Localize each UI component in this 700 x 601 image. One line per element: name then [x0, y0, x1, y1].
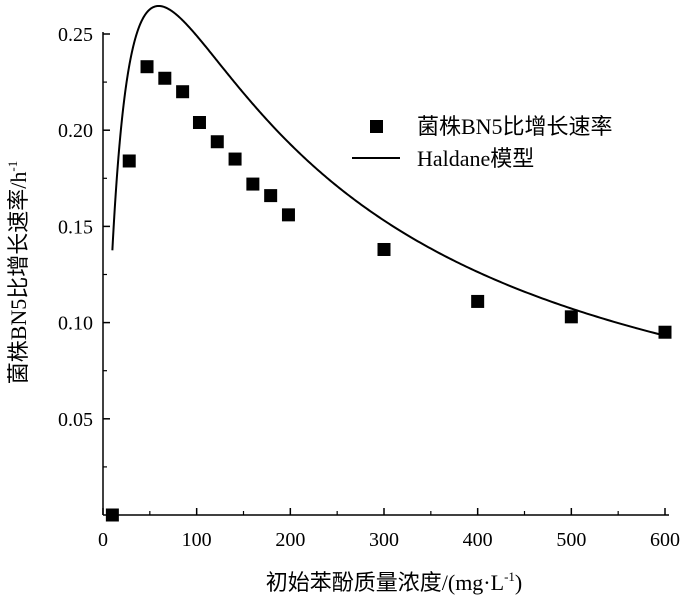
data-point-14	[658, 325, 672, 339]
data-point-1	[122, 154, 136, 168]
x-tick-label: 500	[556, 529, 586, 551]
data-point-10	[281, 208, 295, 222]
y-axis-title-sup: -1	[5, 161, 20, 172]
curve-layer	[111, 4, 666, 337]
data-point-0	[105, 508, 119, 522]
x-axis-title: 初始苯酚质量浓度/(mg·L-1)	[266, 569, 523, 595]
x-tick-label: 300	[369, 529, 399, 551]
x-tick-label: 200	[275, 529, 305, 551]
data-point-3	[158, 71, 172, 85]
x-tick-label: 400	[463, 529, 493, 551]
x-tick-label: 0	[98, 529, 108, 551]
legend-label-haldane: Haldane模型	[417, 146, 534, 171]
data-point-6	[210, 135, 224, 149]
y-tick-label: 0.05	[58, 409, 93, 431]
data-point-2	[140, 60, 154, 74]
data-point-4	[176, 85, 190, 99]
x-axis-title-sup: -1	[504, 569, 515, 584]
x-axis-title-main: 初始苯酚质量浓度/(mg·L	[266, 570, 504, 595]
y-axis-title-main: 菌株BN5比增长速率/h	[6, 172, 31, 385]
points-layer	[105, 60, 672, 522]
y-axis-title: 菌株BN5比增长速率/h-1	[5, 161, 31, 385]
data-point-9	[264, 189, 278, 203]
legend-marker-square	[370, 120, 383, 133]
y-tick-label: 0.10	[58, 313, 93, 335]
data-point-5	[192, 116, 206, 130]
haldane-model-curve	[111, 4, 666, 337]
x-tick-label: 100	[182, 529, 212, 551]
data-point-8	[246, 177, 260, 191]
y-tick-label: 0.25	[58, 24, 93, 46]
axes-layer: 0 100 200 300 400 500 600 0.05 0.10 0.15 0.20 0.25 初…	[5, 24, 680, 595]
x-tick-label: 600	[650, 529, 680, 551]
y-tick-label: 0.20	[58, 120, 93, 142]
data-point-12	[471, 294, 485, 308]
legend-label-rate: 菌株BN5比增长速率	[417, 114, 613, 139]
x-axis-title-tail: )	[515, 570, 522, 595]
data-point-13	[564, 310, 578, 324]
data-point-7	[228, 152, 242, 166]
data-point-11	[377, 242, 391, 256]
y-tick-label: 0.15	[58, 216, 93, 238]
legend: 菌株BN5比增长速率 Haldane模型	[352, 114, 613, 171]
